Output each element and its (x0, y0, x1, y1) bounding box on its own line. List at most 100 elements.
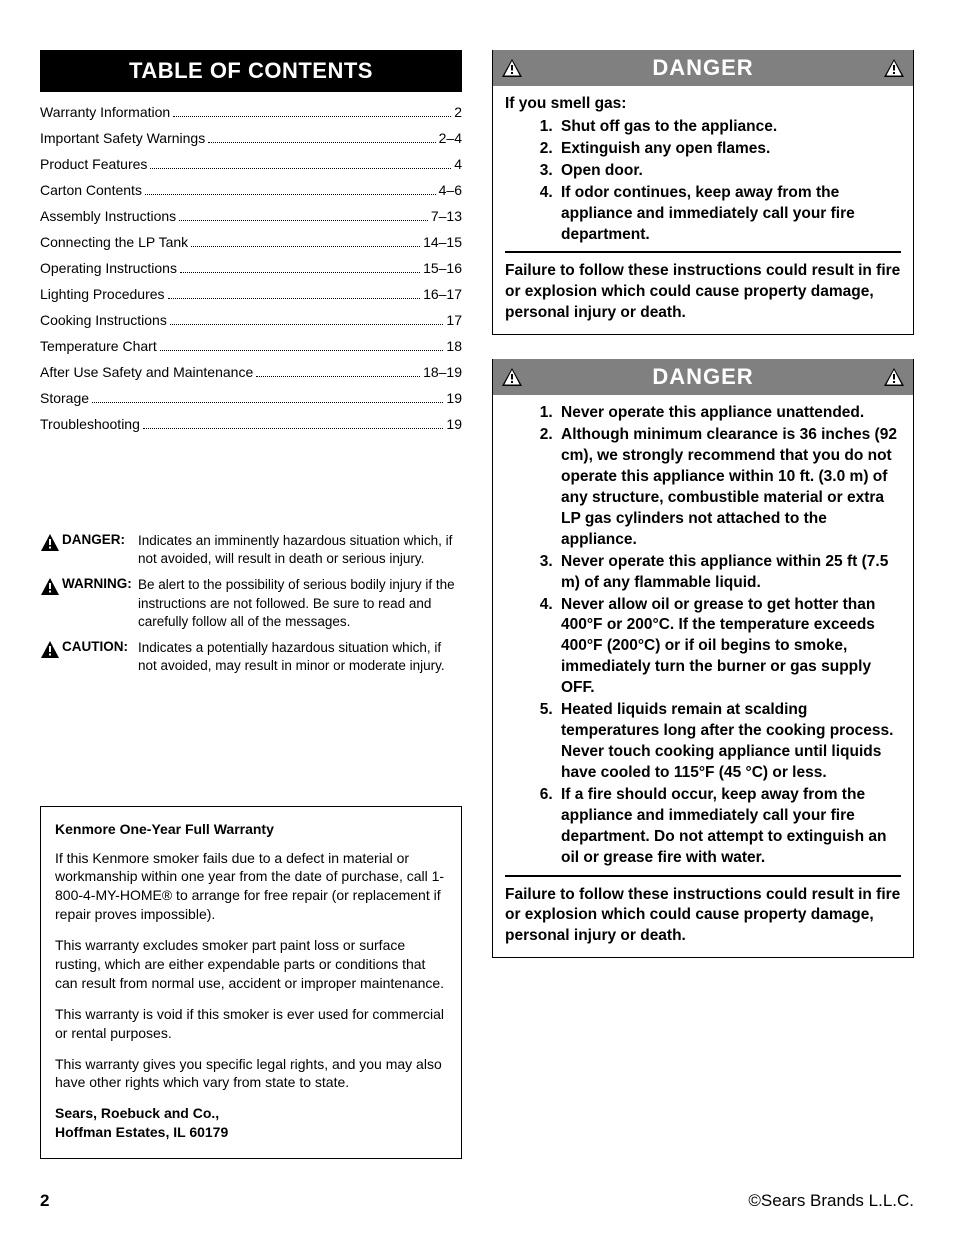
toc-page: 17 (446, 312, 462, 328)
definition-desc: Be alert to the possibility of serious b… (138, 576, 462, 631)
danger-header: DANGER (493, 50, 913, 86)
toc-row: Important Safety Warnings2–4 (40, 130, 462, 146)
toc-page: 19 (446, 390, 462, 406)
warning-icon (40, 533, 62, 552)
warranty-address-line: Hoffman Estates, IL 60179 (55, 1123, 447, 1142)
toc-row: Assembly Instructions 7–13 (40, 208, 462, 224)
toc-dots (179, 208, 428, 221)
toc-page: 19 (446, 416, 462, 432)
toc-row: Warranty Information 2 (40, 104, 462, 120)
toc-label: Storage (40, 390, 89, 406)
danger-box-operation: DANGER Never operate this appliance unat… (492, 359, 914, 958)
toc-dots (180, 260, 420, 273)
warranty-paragraph: This warranty excludes smoker part paint… (55, 936, 447, 993)
danger-item: Although minimum clearance is 36 inches … (557, 425, 901, 551)
toc-dots (145, 182, 436, 195)
toc-page: 2 (454, 104, 462, 120)
right-column: DANGER If you smell gas: Shut off gas to… (492, 50, 914, 1159)
toc-label: Assembly Instructions (40, 208, 176, 224)
warranty-title: Kenmore One-Year Full Warranty (55, 821, 447, 837)
toc-row: Troubleshooting 19 (40, 416, 462, 432)
toc-row: Product Features 4 (40, 156, 462, 172)
left-column: TABLE OF CONTENTS Warranty Information2 … (40, 50, 462, 1159)
danger-item: If a fire should occur, keep away from t… (557, 785, 901, 869)
warning-icon (501, 367, 523, 387)
toc-page: 7–13 (431, 208, 462, 224)
toc-list: Warranty Information 2 Important Safety W… (40, 104, 462, 432)
danger-body: If you smell gas: Shut off gas to the ap… (493, 86, 913, 334)
danger-item: Heated liquids remain at scalding temper… (557, 700, 901, 784)
toc-page: 18–19 (423, 364, 462, 380)
toc-label: Cooking Instructions (40, 312, 167, 328)
danger-item: Shut off gas to the appliance. (557, 117, 901, 138)
toc-dots (150, 156, 451, 169)
toc-dots (170, 312, 444, 325)
danger-header-label: DANGER (652, 364, 753, 390)
definition-desc: Indicates a potentially hazardous situat… (138, 639, 462, 675)
danger-footer: Failure to follow these instructions cou… (505, 261, 901, 324)
divider (505, 251, 901, 253)
definition-caution: CAUTION: Indicates a potentially hazardo… (40, 639, 462, 675)
warranty-paragraph: If this Kenmore smoker fails due to a de… (55, 849, 447, 925)
toc-row: Carton Contents4–6 (40, 182, 462, 198)
page-number: 2 (40, 1191, 49, 1211)
definition-warning: WARNING: Be alert to the possibility of … (40, 576, 462, 631)
danger-item: Open door. (557, 161, 901, 182)
toc-page: 4–6 (439, 182, 462, 198)
toc-row: Cooking Instructions 17 (40, 312, 462, 328)
definition-term: DANGER: (62, 532, 138, 547)
danger-list: Never operate this appliance unattended.… (505, 403, 901, 868)
toc-label: Troubleshooting (40, 416, 140, 432)
warning-icon (501, 58, 523, 78)
danger-body: Never operate this appliance unattended.… (493, 395, 913, 957)
copyright: ©Sears Brands L.L.C. (748, 1191, 914, 1211)
toc-page: 14–15 (423, 234, 462, 250)
warranty-box: Kenmore One-Year Full Warranty If this K… (40, 806, 462, 1160)
danger-lead: If you smell gas: (505, 94, 901, 115)
toc-dots (92, 390, 443, 403)
definition-term: WARNING: (62, 576, 138, 591)
toc-row: Temperature Chart 18 (40, 338, 462, 354)
danger-footer: Failure to follow these instructions cou… (505, 885, 901, 948)
toc-row: Connecting the LP Tank 14–15 (40, 234, 462, 250)
toc-dots (143, 416, 444, 429)
warning-icon (883, 367, 905, 387)
toc-label: Connecting the LP Tank (40, 234, 188, 250)
definition-term: CAUTION: (62, 639, 138, 654)
warranty-paragraph: This warranty gives you specific legal r… (55, 1055, 447, 1093)
danger-header-label: DANGER (652, 55, 753, 81)
warranty-paragraph: This warranty is void if this smoker is … (55, 1005, 447, 1043)
toc-label: After Use Safety and Maintenance (40, 364, 253, 380)
danger-item: Never operate this appliance unattended. (557, 403, 901, 424)
toc-label: Lighting Procedures (40, 286, 165, 302)
danger-item: If odor continues, keep away from the ap… (557, 183, 901, 246)
danger-item: Never operate this appliance within 25 f… (557, 552, 901, 594)
toc-page: 16–17 (423, 286, 462, 302)
divider (505, 875, 901, 877)
warning-icon (40, 577, 62, 596)
toc-dots (173, 104, 451, 117)
page-footer: 2 ©Sears Brands L.L.C. (40, 1191, 914, 1211)
danger-header: DANGER (493, 359, 913, 395)
toc-label: Operating Instructions (40, 260, 177, 276)
toc-dots (168, 286, 421, 299)
warranty-address-line: Sears, Roebuck and Co., (55, 1104, 447, 1123)
toc-dots (191, 234, 420, 247)
definition-desc: Indicates an imminently hazardous situat… (138, 532, 462, 568)
toc-row: Storage 19 (40, 390, 462, 406)
toc-page: 18 (446, 338, 462, 354)
danger-box-gas: DANGER If you smell gas: Shut off gas to… (492, 50, 914, 335)
toc-label: Temperature Chart (40, 338, 157, 354)
danger-list: Shut off gas to the appliance. Extinguis… (505, 117, 901, 246)
danger-item: Never allow oil or grease to get hotter … (557, 595, 901, 700)
toc-page: 2–4 (439, 130, 462, 146)
toc-label: Product Features (40, 156, 147, 172)
toc-page: 4 (454, 156, 462, 172)
toc-label: Warranty Information (40, 104, 170, 120)
toc-row: Lighting Procedures 16–17 (40, 286, 462, 302)
warning-icon (883, 58, 905, 78)
toc-page: 15–16 (423, 260, 462, 276)
toc-dots (208, 130, 435, 143)
toc-row: After Use Safety and Maintenance 18–19 (40, 364, 462, 380)
hazard-definitions: DANGER: Indicates an imminently hazardou… (40, 532, 462, 676)
